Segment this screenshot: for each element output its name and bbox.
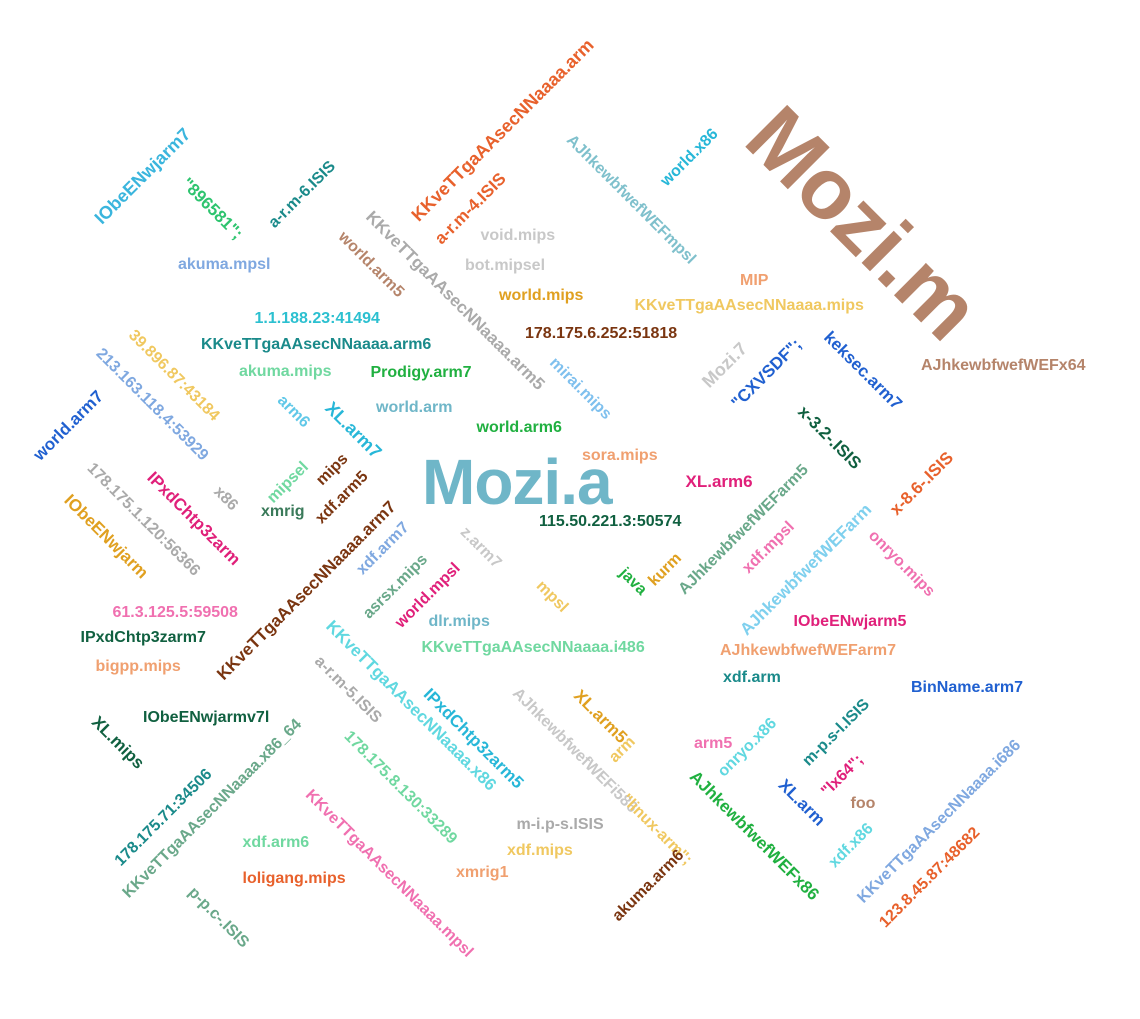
word-binname-arm7: BinName.arm7 [911, 679, 1024, 696]
word-lx64: "lx64"; [818, 751, 867, 800]
word-world-arm6: world.arm6 [476, 419, 562, 436]
word-ajhkewbfwefwefmpsl: AJhkewbfwefWEFmpsl [562, 131, 699, 268]
word-mipsel: mipsel [263, 458, 312, 507]
word-foo: foo [850, 795, 876, 812]
word-world-mips: world.mips [499, 287, 584, 304]
word-kkvettgaaasecnnaaaa-i686: KKveTTgaAAsecNNaaaa.i686 [853, 736, 1024, 907]
word-sora-mips: sora.mips [582, 447, 658, 464]
word-world-x86: world.x86 [657, 125, 722, 190]
word-xdf-arm: xdf.arm [723, 669, 781, 686]
word-xdf-mips: xdf.mips [507, 842, 573, 859]
word-kkvettgaaasecnnaaaa-i486: KKveTTgaAAsecNNaaaa.i486 [421, 639, 645, 656]
word-dlr-mips: dlr.mips [428, 613, 490, 630]
word-xl-arm: XL.arm [774, 774, 829, 830]
word-xl-arm5: XL.arm5 [569, 685, 631, 747]
word-xl-mips: XL.mips [87, 711, 149, 773]
word-xmrig1: xmrig1 [456, 864, 509, 881]
word-ipxdchtp3zarm7: IPxdChtp3zarm7 [80, 629, 206, 646]
word-arm6: arm6 [273, 392, 314, 432]
word-xmrig: xmrig [261, 503, 305, 520]
word-kkvettgaaasecnnaaaa-arm6: KKveTTgaAAsecNNaaaa.arm6 [201, 336, 432, 353]
word-kkvettgaaasecnnaaaa-arm: KKveTTgaAAsecNNaaaa.arm [406, 34, 598, 226]
word-akuma-arm6: akuma.arm6 [608, 846, 687, 925]
word-iobeenwjarm5: IObeENwjarm5 [793, 613, 907, 630]
word-arm5: arm5 [694, 735, 733, 752]
word-1-1-188-23-41494: 1.1.188.23:41494 [254, 310, 380, 327]
word-mip: MIP [740, 272, 769, 289]
word-x86: x86 [209, 483, 241, 515]
word-loligang-mips: loligang.mips [242, 870, 346, 887]
word-akuma-mpsl: akuma.mpsl [178, 256, 271, 273]
word-java: java [615, 564, 650, 599]
word-z-arm7: z.arm7 [456, 523, 505, 572]
word-world-arm: world.arm [376, 399, 453, 416]
word-world-arm7: world.arm7 [29, 386, 107, 464]
word-mpsl: mpsl [532, 577, 571, 616]
word-iobeenwjarm7: IObeENwjarm7 [90, 124, 195, 228]
word-void-mips: void.mips [480, 227, 556, 244]
word-bigpp-mips: bigpp.mips [95, 658, 181, 675]
word-akuma-mips: akuma.mips [239, 363, 332, 380]
word-p-p-c-isis: p-p.c-.ISIS [184, 883, 253, 952]
word-x-8-6-isis: x-8.6-.ISIS [885, 447, 957, 519]
word-xl-arm6: XL.arm6 [685, 471, 753, 491]
word-mozi-a: Mozi.a [422, 446, 613, 518]
word-61-3-125-5-59508: 61.3.125.5:59508 [112, 604, 238, 621]
word-ajhkewbfwefwefarm7: AJhkewbfwefWEFarm7 [720, 642, 897, 659]
word-prodigy-arm7: Prodigy.arm7 [370, 364, 472, 381]
word-keksec-arm7: keksec.arm7 [820, 327, 906, 413]
word-178-175-6-252-51818: 178.175.6.252:51818 [525, 325, 678, 342]
word-a-r-m-6-isis: a-r.m-6.ISIS [264, 157, 339, 232]
word-896581: "896581"; [177, 173, 247, 243]
word-iobeenwjarmv7l: IObeENwjarmv7l [143, 709, 270, 726]
word-xdf-x86: xdf.x86 [825, 820, 877, 872]
word-x-3-2-isis: x-3.2-.ISIS [793, 401, 865, 473]
word-mozi-m: Mozi.m [727, 88, 998, 358]
word-ipxdchtp3zarm: IPxdChtp3zarm [143, 467, 245, 569]
word-ajhkewbfwefwefx86: AJhkewbfwefWEFx86 [685, 766, 823, 904]
word-mirai-mips: mirai.mips [546, 354, 615, 423]
word-xdf-arm6: xdf.arm6 [242, 834, 310, 851]
word-m-i-p-s-isis: m-i.p-s.ISIS [516, 816, 604, 833]
word-115-50-221-3-50574: 115.50.221.3:50574 [539, 513, 682, 530]
word-ajhkewbfwefwefx64: AJhkewbfwefWEFx64 [921, 357, 1086, 374]
word-kkvettgaaasecnnaaaa-mips: KKveTTgaAAsecNNaaaa.mips [634, 297, 864, 314]
word-bot-mipsel: bot.mipsel [465, 257, 546, 274]
word-onryo-mips: onryo.mips [864, 527, 938, 601]
